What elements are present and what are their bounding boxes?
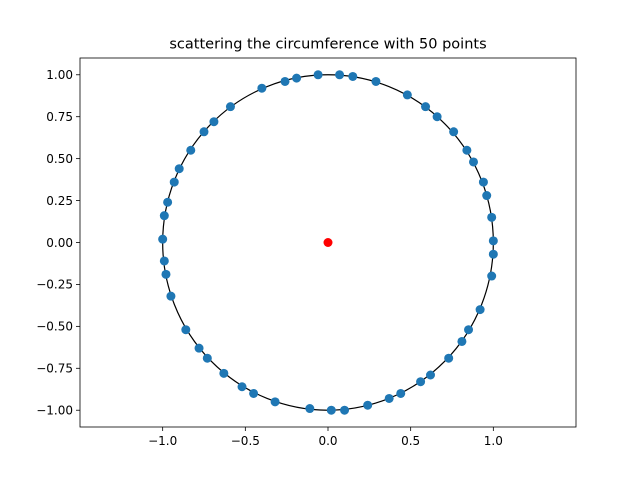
scatter-point <box>305 404 315 414</box>
scatter-point <box>166 291 176 301</box>
scatter-point <box>199 127 209 137</box>
scatter-point <box>186 145 196 155</box>
axis-ticks: −1.0 −0.5 0.0 0.5 1.0 1.00 0.75 0.50 0.25 0.00 −0.… <box>36 68 503 448</box>
axes-frame <box>79 57 577 428</box>
y-tick-label: 0.00 <box>46 236 73 250</box>
scatter-point <box>326 405 336 415</box>
scatter-point <box>249 388 259 398</box>
scatter-point <box>363 400 373 410</box>
scatter-point <box>464 325 474 335</box>
y-tick-label: −0.25 <box>36 278 73 292</box>
center-point <box>323 238 333 247</box>
scatter-point <box>487 212 497 222</box>
scatter-point <box>270 397 280 407</box>
scatter-point <box>159 256 169 266</box>
scatter-point <box>209 117 219 127</box>
scatter-point <box>462 145 472 155</box>
scatter-point <box>257 83 267 93</box>
scatter-point <box>159 211 169 221</box>
scatter-point <box>292 73 302 83</box>
scatter-point <box>468 157 478 167</box>
y-tick-label: −0.50 <box>36 320 73 334</box>
x-tick-label: 0.5 <box>401 434 420 448</box>
y-tick-label: −1.00 <box>36 404 73 418</box>
scatter-point <box>488 236 498 246</box>
chart-title: scattering the circumference with 50 poi… <box>169 37 486 53</box>
scatter-point <box>225 102 235 112</box>
scatter-point <box>488 249 498 259</box>
scatter-point <box>158 234 168 244</box>
scatter-point <box>202 353 212 363</box>
scatter-point <box>237 382 247 392</box>
scatter-point <box>181 325 191 335</box>
scatter-point <box>161 269 171 279</box>
x-tick-label: 0.0 <box>318 434 337 448</box>
scatter-point <box>335 70 345 80</box>
y-tick-label: 0.25 <box>46 194 73 208</box>
scatter-point <box>396 388 406 398</box>
plot-area <box>158 70 498 415</box>
y-tick-label: 1.00 <box>46 68 73 82</box>
x-tick-label: 1.0 <box>484 434 503 448</box>
scatter-point <box>478 177 488 187</box>
scatter-point <box>402 90 412 100</box>
y-tick-label: −0.75 <box>36 362 73 376</box>
scatter-point <box>487 271 497 281</box>
scatter-point <box>169 177 179 187</box>
scatter-point <box>163 197 173 207</box>
y-tick-label: 0.50 <box>46 152 73 166</box>
scatter-point <box>348 71 358 81</box>
scatter-point <box>371 76 381 86</box>
scatter-point <box>444 353 454 363</box>
x-tick-label: −0.5 <box>231 434 260 448</box>
scatter-point <box>482 191 492 201</box>
scatter-point <box>313 70 323 80</box>
scatter-point <box>416 377 426 387</box>
scatter-point <box>457 336 467 346</box>
y-tick-label: 0.75 <box>46 110 73 124</box>
scatter-point <box>280 76 290 86</box>
scatter-point <box>421 102 431 112</box>
x-tick-label: −1.0 <box>148 434 177 448</box>
scatter-point <box>174 164 184 174</box>
scatter-point <box>475 305 485 315</box>
scatter-point <box>449 127 459 137</box>
scatter-point <box>340 405 350 415</box>
scatter-point <box>384 393 394 403</box>
scatter-point <box>432 112 442 122</box>
scatter-point <box>219 368 229 378</box>
scatter-point <box>194 343 204 353</box>
scatter-point <box>426 370 436 380</box>
